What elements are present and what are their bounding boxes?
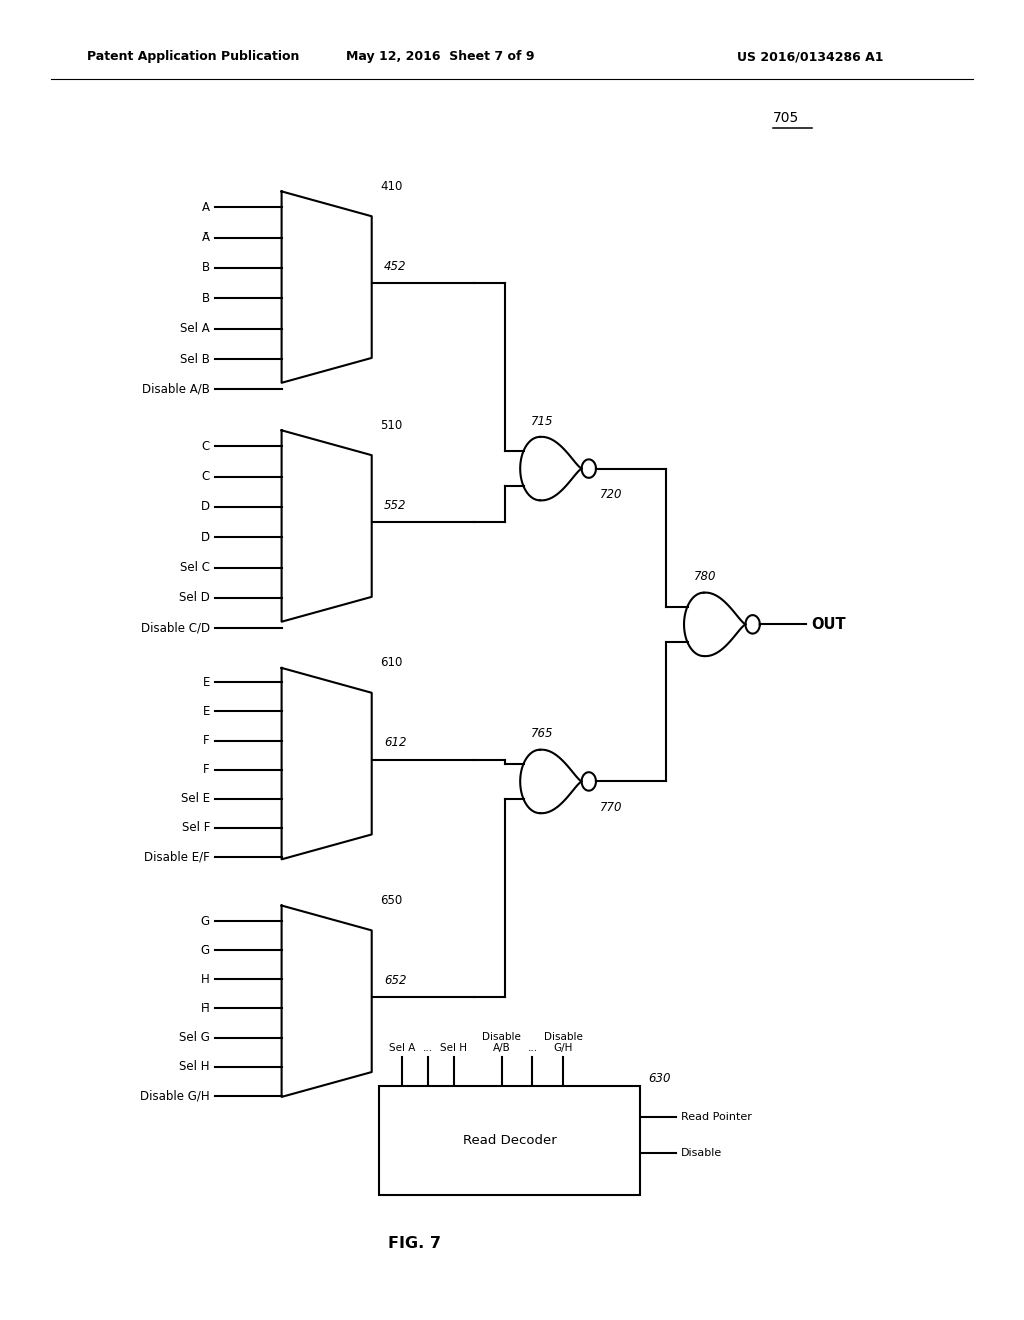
- Text: Disable A/B: Disable A/B: [142, 383, 210, 396]
- Text: Sel A: Sel A: [180, 322, 210, 335]
- Text: Read Pointer: Read Pointer: [681, 1111, 752, 1122]
- Text: ...: ...: [423, 1043, 433, 1053]
- Text: 610: 610: [380, 656, 402, 669]
- Text: May 12, 2016  Sheet 7 of 9: May 12, 2016 Sheet 7 of 9: [346, 50, 535, 63]
- Text: Ḡ: Ḡ: [201, 944, 210, 957]
- Text: 452: 452: [384, 260, 407, 273]
- Text: Patent Application Publication: Patent Application Publication: [87, 50, 299, 63]
- Text: 770: 770: [600, 801, 623, 814]
- Text: 552: 552: [384, 499, 407, 512]
- Text: Sel C: Sel C: [180, 561, 210, 574]
- Text: Sel E: Sel E: [181, 792, 210, 805]
- Text: Sel B: Sel B: [180, 352, 210, 366]
- Text: F: F: [204, 734, 210, 747]
- Text: Sel G: Sel G: [179, 1031, 210, 1044]
- Text: US 2016/0134286 A1: US 2016/0134286 A1: [737, 50, 884, 63]
- Text: 630: 630: [648, 1072, 671, 1085]
- Text: G: G: [201, 915, 210, 928]
- Text: ...: ...: [527, 1043, 538, 1053]
- Text: 720: 720: [600, 488, 623, 502]
- Text: H: H: [201, 973, 210, 986]
- Text: Disable: Disable: [681, 1148, 722, 1159]
- Text: Sel D: Sel D: [179, 591, 210, 605]
- Text: 705: 705: [773, 111, 800, 125]
- Text: C: C: [202, 440, 210, 453]
- Text: Sel A: Sel A: [389, 1043, 416, 1053]
- Text: OUT: OUT: [811, 616, 846, 632]
- Text: 765: 765: [530, 727, 553, 741]
- Text: Ā: Ā: [202, 231, 210, 244]
- Text: F̄: F̄: [204, 763, 210, 776]
- Text: 652: 652: [384, 974, 407, 987]
- Text: Read Decoder: Read Decoder: [463, 1134, 556, 1147]
- Text: D̄: D̄: [201, 531, 210, 544]
- Text: Disable C/D: Disable C/D: [140, 622, 210, 635]
- Text: D: D: [201, 500, 210, 513]
- Text: B: B: [202, 261, 210, 275]
- Text: Sel H: Sel H: [440, 1043, 467, 1053]
- Text: 612: 612: [384, 737, 407, 750]
- Text: 715: 715: [530, 414, 553, 428]
- Text: C̄: C̄: [202, 470, 210, 483]
- Text: Disable E/F: Disable E/F: [144, 850, 210, 863]
- Text: 650: 650: [380, 894, 402, 907]
- Text: H̄: H̄: [201, 1002, 210, 1015]
- Text: Disable G/H: Disable G/H: [140, 1089, 210, 1102]
- Text: Disable
G/H: Disable G/H: [544, 1032, 583, 1053]
- Text: E: E: [203, 676, 210, 689]
- Text: FIG. 7: FIG. 7: [388, 1236, 441, 1251]
- Text: 410: 410: [380, 180, 402, 193]
- Text: Sel F: Sel F: [181, 821, 210, 834]
- Text: Ē: Ē: [203, 705, 210, 718]
- Text: 510: 510: [380, 418, 402, 432]
- Text: 780: 780: [694, 570, 717, 583]
- Text: B̄: B̄: [202, 292, 210, 305]
- Text: Sel H: Sel H: [179, 1060, 210, 1073]
- Bar: [379, 1086, 640, 1195]
- Text: A: A: [202, 201, 210, 214]
- Text: Disable
A/B: Disable A/B: [482, 1032, 521, 1053]
